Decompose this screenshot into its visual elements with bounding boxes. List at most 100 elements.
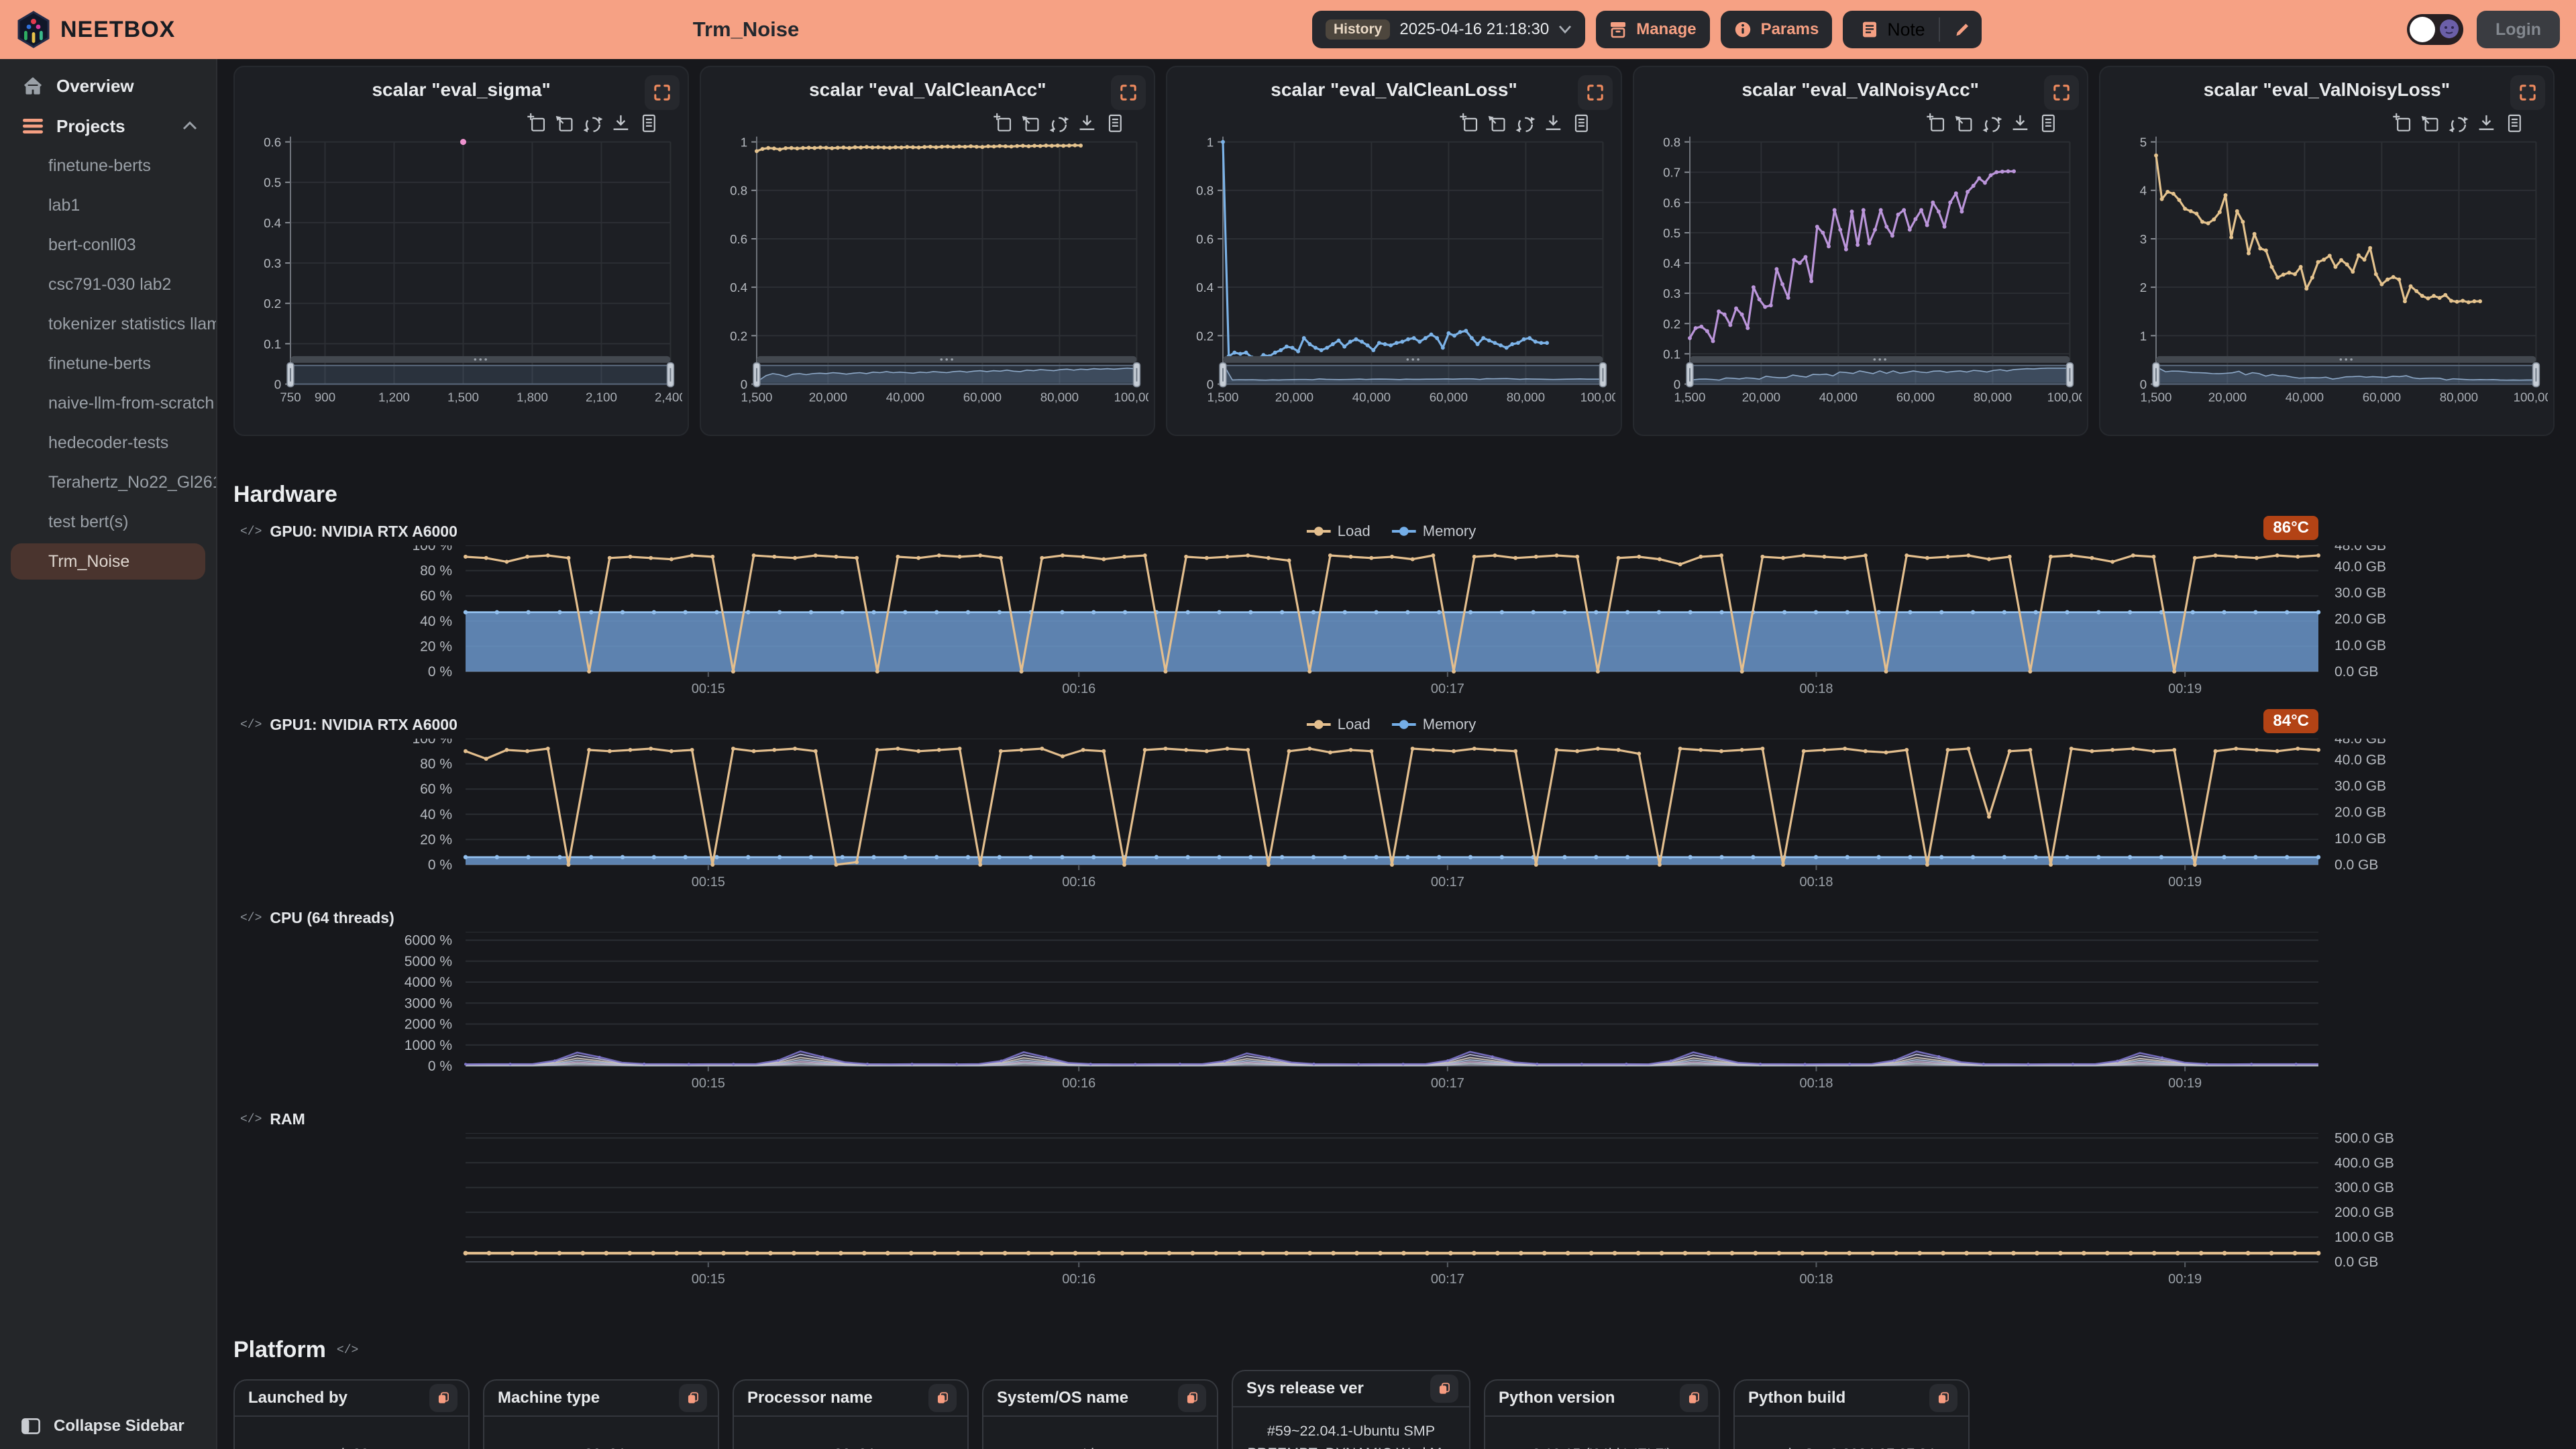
svg-text:00:15: 00:15 [692, 1076, 725, 1091]
copy-button[interactable] [679, 1384, 707, 1412]
svg-text:2,400: 2,400 [655, 390, 682, 404]
copy-button[interactable] [1929, 1384, 1957, 1412]
brand[interactable]: NEETBOX [0, 11, 228, 48]
svg-text:1: 1 [2140, 329, 2147, 343]
chart-eval-valcleanloss[interactable]: 1,500 20,000 40,000 60,000 80,000 100,000 0 0.2… [1173, 107, 1615, 429]
code-icon: </> [240, 911, 262, 925]
project-item[interactable]: tokenizer statistics llama... [48, 315, 216, 333]
svg-text:0.0 GB: 0.0 GB [2334, 1254, 2378, 1270]
svg-text:00:19: 00:19 [2168, 875, 2202, 890]
theme-toggle[interactable] [2406, 14, 2463, 45]
project-item[interactable]: naive-llm-from-scratch [48, 394, 215, 413]
copy-icon [688, 1392, 698, 1403]
project-item[interactable]: bert-conll03 [48, 235, 136, 254]
code-icon: </> [240, 1112, 262, 1126]
platform-card-sys-release: Sys release ver #59~22.04.1-Ubuntu SMP P… [1232, 1370, 1470, 1449]
project-item[interactable]: Terahertz_No22_Gl261_gl... [48, 473, 216, 492]
svg-text:40 %: 40 % [420, 807, 452, 822]
svg-text:00:16: 00:16 [1062, 1272, 1095, 1287]
svg-text:20,000: 20,000 [2208, 390, 2247, 404]
expand-chart-button[interactable] [1577, 75, 1613, 110]
chart-eval-sigma[interactable]: 750 900 1,200 1,500 1,800 2,100 2,400 0 0.1 0.2 0.… [240, 107, 682, 429]
svg-text:1,500: 1,500 [447, 390, 479, 404]
chart-title: scalar "eval_ValNoisyLoss" [2203, 79, 2451, 100]
chart-eval-valcleanacc[interactable]: 1,500 20,000 40,000 60,000 80,000 100,000 0 0.2… [706, 107, 1148, 429]
gpu0-block: </> GPU0: NVIDIA RTX A6000 Load Memory 86… [233, 516, 2555, 701]
project-item[interactable]: lab1 [48, 196, 80, 215]
ram-block: </> RAM 500.0 GB 400.0 GB 300.0 GB 200.0 GB 1… [233, 1109, 2555, 1291]
history-select[interactable]: History 2025-04-16 21:18:30 [1312, 11, 1586, 48]
svg-text:00:16: 00:16 [1062, 682, 1095, 696]
legend-load[interactable]: Load [1306, 523, 1371, 540]
collapse-sidebar-button[interactable]: Collapse Sidebar [0, 1417, 184, 1436]
chart-ram[interactable]: 500.0 GB 400.0 GB 300.0 GB 200.0 GB 100.0 GB… [233, 1133, 2555, 1291]
expand-chart-button[interactable] [1111, 75, 1146, 110]
svg-text:0.1: 0.1 [1663, 347, 1680, 361]
copy-button[interactable] [1430, 1375, 1458, 1403]
expand-chart-button[interactable] [645, 75, 680, 110]
project-item[interactable]: finetune-berts [48, 156, 151, 175]
chart-gpu1[interactable]: 0 % 20 % 40 % 60 % 80 % 100 % 48.0 GB 40.0 GB 30… [233, 739, 2555, 894]
params-button[interactable]: Params [1720, 11, 1833, 48]
svg-text:40.0 GB: 40.0 GB [2334, 559, 2386, 574]
edit-note-button[interactable] [1948, 18, 1976, 41]
toggle-knob [2409, 17, 2435, 42]
project-item[interactable]: test bert(s) [48, 513, 129, 531]
project-item[interactable]: csc791-030 lab2 [48, 275, 172, 294]
note-button[interactable]: Note [1856, 17, 1930, 43]
history-badge: History [1326, 19, 1391, 40]
svg-text:20 %: 20 % [420, 639, 452, 654]
svg-text:100 %: 100 % [412, 739, 452, 747]
expand-chart-button[interactable] [2510, 75, 2546, 110]
svg-text:00:19: 00:19 [2168, 1272, 2202, 1287]
svg-text:0 %: 0 % [428, 1059, 452, 1074]
legend-load-marker [1306, 720, 1331, 729]
svg-text:60 %: 60 % [420, 588, 452, 604]
svg-text:40,000: 40,000 [2286, 390, 2324, 404]
copy-button[interactable] [928, 1384, 957, 1412]
svg-text:20.0 GB: 20.0 GB [2334, 612, 2386, 627]
expand-chart-button[interactable] [2043, 75, 2079, 110]
chart-eval-valnoisyacc[interactable]: 1,500 20,000 40,000 60,000 80,000 100,000 0 0.1… [1640, 107, 2082, 429]
project-item[interactable]: finetune-berts [48, 354, 151, 373]
svg-text:100,000: 100,000 [2513, 390, 2548, 404]
manage-button[interactable]: Manage [1596, 11, 1710, 48]
svg-text:0.5: 0.5 [1663, 226, 1680, 240]
project-item[interactable]: hedecoder-tests [48, 433, 169, 452]
gpu1-temperature-badge: 84°C [2263, 709, 2318, 733]
chart-gpu0[interactable]: 0 % 20 % 40 % 60 % 80 % 100 % 48.0 GB 40.0 GB 30… [233, 545, 2555, 701]
card-value: Linux [983, 1417, 1217, 1449]
info-icon [1735, 21, 1750, 38]
copy-button[interactable] [1680, 1384, 1708, 1412]
login-button[interactable]: Login [2476, 11, 2560, 48]
moon-icon [2439, 19, 2459, 38]
chart-cpu[interactable]: 00:15 00:16 00:17 00:18 00:19 0 % 1000 % 2000 %… [233, 932, 2555, 1095]
copy-button[interactable] [1178, 1384, 1206, 1412]
legend-memory[interactable]: Memory [1391, 716, 1476, 733]
scalar-card-eval-valnoisyloss: scalar "eval_ValNoisyLoss" 1,500 20,000 40… [2098, 66, 2555, 436]
sidebar-item-overview[interactable]: Overview [0, 66, 216, 106]
gpu0-temperature-badge: 86°C [2263, 516, 2318, 540]
chevron-up-icon [182, 121, 197, 130]
sidebar-item-projects[interactable]: Projects [0, 106, 216, 146]
svg-text:40.0 GB: 40.0 GB [2334, 752, 2386, 767]
svg-text:0.8: 0.8 [1663, 135, 1680, 149]
home-icon [23, 77, 42, 95]
svg-text:0 %: 0 % [428, 664, 452, 680]
card-label: System/OS name [997, 1389, 1129, 1407]
svg-text:0.6: 0.6 [730, 232, 747, 246]
svg-text:0: 0 [2140, 377, 2147, 391]
svg-text:0: 0 [274, 377, 281, 391]
svg-text:0: 0 [1673, 377, 1680, 391]
legend-memory[interactable]: Memory [1391, 523, 1476, 540]
svg-text:3: 3 [2140, 232, 2147, 246]
svg-text:00:16: 00:16 [1062, 875, 1095, 890]
svg-text:0.2: 0.2 [264, 297, 281, 311]
svg-text:20 %: 20 % [420, 832, 452, 847]
chart-eval-valnoisyloss[interactable]: 1,500 20,000 40,000 60,000 80,000 100,000 0 1 2 3… [2106, 107, 2548, 429]
svg-text:60 %: 60 % [420, 782, 452, 797]
copy-button[interactable] [429, 1384, 458, 1412]
collapse-sidebar-icon [21, 1418, 40, 1434]
project-item-active[interactable]: Trm_Noise [11, 543, 205, 580]
legend-load[interactable]: Load [1306, 716, 1371, 733]
